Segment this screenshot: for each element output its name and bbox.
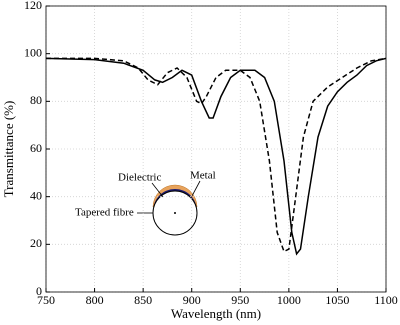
y-tick-label: 100 xyxy=(24,45,42,59)
y-tick-label: 80 xyxy=(30,93,42,107)
x-tick-label: 750 xyxy=(37,293,55,307)
fibre-center xyxy=(174,212,176,214)
y-tick-label: 40 xyxy=(30,188,42,202)
annotation: Tapered fibre xyxy=(75,207,134,219)
x-tick-label: 950 xyxy=(231,293,249,307)
annotation: Metal xyxy=(190,170,216,182)
line-series xyxy=(46,57,387,253)
x-axis-label: Wavelength (nm) xyxy=(171,306,261,321)
arrow xyxy=(151,182,164,198)
arrow xyxy=(191,180,201,197)
y-axis-label: Transmittance (%) xyxy=(1,101,16,198)
y-tick-label: 20 xyxy=(30,236,42,250)
x-tick-label: 900 xyxy=(183,293,201,307)
line-series xyxy=(45,57,387,256)
x-tick-label: 1050 xyxy=(325,293,349,307)
annotation: Dielectric xyxy=(118,172,161,184)
y-tick-label: 60 xyxy=(30,141,42,155)
plot-frame xyxy=(45,5,387,293)
x-tick-label: 800 xyxy=(86,293,104,307)
x-tick-label: 850 xyxy=(134,293,152,307)
y-tick-label: 0 xyxy=(36,284,42,298)
x-tick-label: 1100 xyxy=(374,293,398,307)
y-tick-label: 120 xyxy=(24,0,42,12)
inset-diagram xyxy=(137,180,201,236)
x-tick-label: 1000 xyxy=(277,293,301,307)
